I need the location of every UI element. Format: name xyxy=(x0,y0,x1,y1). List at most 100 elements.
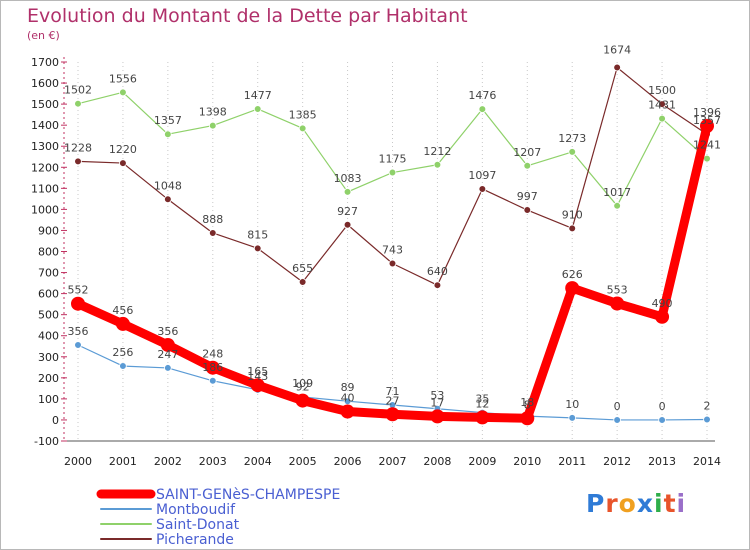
logo-letter: x xyxy=(636,489,654,518)
series-2-label-2012: 1017 xyxy=(603,186,631,199)
series-2-label-2006: 1083 xyxy=(334,172,362,185)
series-3-label-2014: 1357 xyxy=(693,114,721,127)
series-0-point-2007 xyxy=(385,407,400,422)
legend-label-1: Montboudif xyxy=(156,502,236,518)
series-2-point-2011 xyxy=(568,148,577,156)
series-0-point-2006 xyxy=(340,404,355,419)
series-2-label-2005: 1385 xyxy=(289,108,317,121)
series-2-point-2003 xyxy=(208,121,217,130)
y-tick-label-100: 100 xyxy=(38,393,59,406)
series-3-point-2004 xyxy=(253,244,262,253)
x-tick-label-2000: 2000 xyxy=(64,455,92,468)
series-0-label-2014: 1396 xyxy=(693,106,721,119)
series-0-label-2007: 27 xyxy=(386,394,400,407)
series-2-point-2006 xyxy=(343,188,352,196)
x-tick-label-2005: 2005 xyxy=(289,455,317,468)
annotation-2012: 1674 xyxy=(603,43,631,56)
series-2-point-2007 xyxy=(388,168,397,177)
series-1-label-2011: 10 xyxy=(565,398,579,411)
series-3-label-2000: 1228 xyxy=(64,141,92,154)
series-0-label-2006: 40 xyxy=(341,392,355,405)
series-3-point-2002 xyxy=(164,195,172,204)
x-tick-label-2014: 2014 xyxy=(693,455,721,468)
series-1-point-2013 xyxy=(658,416,666,424)
series-3-point-2006 xyxy=(343,220,352,229)
chart-title: Evolution du Montant de la Dette par Hab… xyxy=(27,5,468,27)
y-tick-label--100: -100 xyxy=(34,435,59,448)
series-3-label-2009: 1097 xyxy=(468,169,496,182)
series-0-point-2011 xyxy=(565,281,580,296)
series-3-point-2008 xyxy=(433,281,442,289)
series-3-label-2013: 1500 xyxy=(648,84,676,97)
series-3-point-2013 xyxy=(658,100,666,108)
series-3-label-2010: 997 xyxy=(517,190,538,203)
logo-letter: r xyxy=(605,489,619,518)
series-2-label-2004: 1477 xyxy=(244,89,272,102)
series-3-label-2005: 655 xyxy=(292,262,313,275)
series-0-label-2001: 456 xyxy=(112,304,133,317)
series-2-point-2014 xyxy=(703,154,711,163)
series-1-point-2012 xyxy=(613,416,621,424)
series-layer xyxy=(71,63,714,426)
series-0-point-2001 xyxy=(115,316,130,331)
x-tick-label-2007: 2007 xyxy=(379,455,407,468)
series-0-point-2000 xyxy=(71,296,85,311)
series-2-point-2000 xyxy=(74,99,82,108)
y-tick-label-800: 800 xyxy=(38,246,59,259)
series-0-point-2004 xyxy=(250,378,265,393)
series-3-point-2003 xyxy=(208,229,217,237)
y-tick-label-200: 200 xyxy=(38,372,59,385)
series-2-point-2012 xyxy=(613,202,621,210)
series-2-label-2007: 1175 xyxy=(379,153,407,166)
series-3-label-2008: 640 xyxy=(427,265,448,278)
series-2-label-2002: 1357 xyxy=(154,114,182,127)
series-2-label-2013: 1431 xyxy=(648,99,676,112)
series-3-point-2010 xyxy=(523,206,532,214)
logo-letter: t xyxy=(663,489,677,518)
series-1-point-2014 xyxy=(703,415,711,424)
legend-label-0: SAINT-GENèS-CHAMPESPE xyxy=(156,487,340,503)
series-3-label-2003: 888 xyxy=(202,213,223,226)
series-0-label-2004: 165 xyxy=(247,365,268,378)
series-3-point-2012 xyxy=(613,63,621,72)
series-1-point-2011 xyxy=(568,414,577,422)
series-1-label-2012: 0 xyxy=(614,400,621,413)
y-tick-label-500: 500 xyxy=(38,309,59,322)
x-tick-label-2001: 2001 xyxy=(109,455,137,468)
y-tick-label-1600: 1600 xyxy=(31,77,59,90)
series-0-point-2014 xyxy=(700,119,714,134)
y-tick-label-1700: 1700 xyxy=(31,56,59,69)
proxiti-logo: Proxiti xyxy=(586,489,686,518)
series-1-point-2003 xyxy=(208,376,217,385)
series-0-point-2013 xyxy=(655,309,670,324)
series-0-point-2010 xyxy=(520,411,535,426)
y-tick-label-1000: 1000 xyxy=(31,203,59,216)
series-1-label-2013: 0 xyxy=(659,400,666,413)
series-3-label-2004: 815 xyxy=(247,228,268,241)
series-3-point-2007 xyxy=(388,259,397,268)
y-tick-label-1300: 1300 xyxy=(31,140,59,153)
series-1-label-2000: 356 xyxy=(68,325,89,338)
y-tick-label-1100: 1100 xyxy=(31,182,59,195)
logo-letter: i xyxy=(676,489,687,518)
series-0-label-2009: 12 xyxy=(475,397,489,410)
series-0-point-2002 xyxy=(160,337,175,352)
series-2-point-2013 xyxy=(658,114,666,123)
series-1-label-2004: 143 xyxy=(247,370,268,383)
y-tick-label-1200: 1200 xyxy=(31,161,59,174)
x-tick-label-2009: 2009 xyxy=(468,455,496,468)
x-tick-label-2002: 2002 xyxy=(154,455,182,468)
series-2-label-2009: 1476 xyxy=(468,89,496,102)
x-tick-label-2011: 2011 xyxy=(558,455,586,468)
series-1-label-2014: 2 xyxy=(704,400,711,413)
series-2-label-2003: 1398 xyxy=(199,106,227,119)
series-3-point-2011 xyxy=(568,224,577,233)
series-0 xyxy=(71,119,714,426)
x-tick-label-2008: 2008 xyxy=(423,455,451,468)
x-tick-label-2010: 2010 xyxy=(513,455,541,468)
series-0-point-2008 xyxy=(430,409,445,424)
series-2-point-2005 xyxy=(298,124,307,133)
series-2-point-2010 xyxy=(523,162,532,170)
series-1-label-2006: 89 xyxy=(341,381,355,394)
